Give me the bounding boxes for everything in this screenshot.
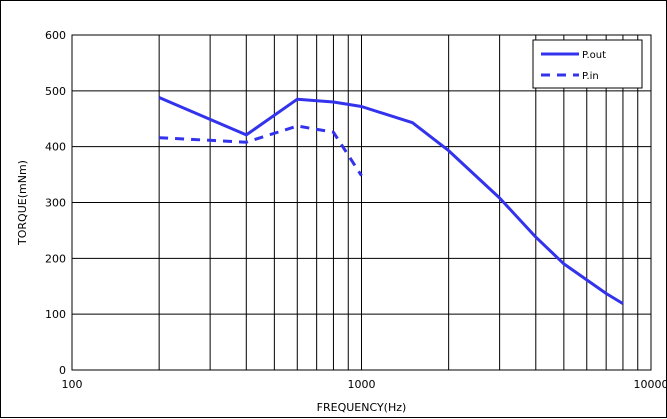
- y-tick-label: 600: [45, 29, 66, 42]
- y-axis-ticks: 0 100 200 300 400 500 600: [45, 29, 66, 377]
- y-tick-label: 300: [45, 197, 66, 210]
- x-tick-label: 1000: [348, 378, 376, 391]
- x-tick-label: 10000: [634, 378, 667, 391]
- y-tick-label: 500: [45, 85, 66, 98]
- series-lines: [159, 98, 623, 304]
- series-line: [159, 98, 623, 304]
- legend-label: P.in: [582, 71, 599, 82]
- legend: P.out P.in: [533, 40, 642, 88]
- y-tick-label: 400: [45, 141, 66, 154]
- x-tick-label: 100: [62, 378, 83, 391]
- y-axis-label: TORQUE(mNm): [16, 160, 29, 246]
- y-tick-label: 200: [45, 252, 66, 265]
- legend-label: P.out: [582, 50, 606, 61]
- y-tick-label: 100: [45, 308, 66, 321]
- series-line: [159, 126, 361, 176]
- x-axis-ticks: 100 1000 10000: [62, 378, 667, 391]
- x-axis-label: FREQUENCY(Hz): [317, 401, 407, 414]
- y-tick-label: 0: [59, 364, 66, 377]
